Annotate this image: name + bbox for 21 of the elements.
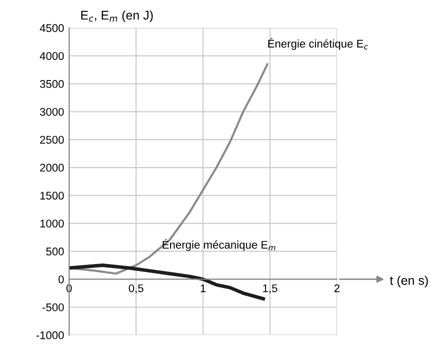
y-tick-label: 2000 bbox=[40, 164, 64, 172]
x-tick-label: 1 bbox=[200, 284, 206, 292]
y-tick-label: 2500 bbox=[40, 136, 64, 144]
y-tick-label: 3500 bbox=[40, 80, 64, 88]
y-tick-label: 500 bbox=[46, 248, 64, 256]
y-tick-label: 4500 bbox=[40, 24, 64, 32]
annotation: Énergie cinétique E$_{c}$ bbox=[268, 38, 368, 50]
y-axis-title: E$_{c}$, E$_{m}$ (en J) bbox=[81, 10, 153, 22]
x-tick-label: 0,5 bbox=[128, 284, 144, 294]
x-axis-title: t (en s) bbox=[390, 276, 428, 288]
y-tick-label: -500 bbox=[42, 303, 64, 312]
y-tick-label: 1500 bbox=[40, 192, 64, 200]
annotation: Énergie mécanique E$_{m}$ bbox=[162, 238, 276, 251]
y-tick-label: 0 bbox=[58, 275, 64, 284]
y-tick-label: -1000 bbox=[36, 331, 64, 340]
x-tick-label: 2 bbox=[334, 284, 340, 292]
y-tick-label: 4000 bbox=[40, 52, 64, 60]
y-tick-label: 1000 bbox=[40, 220, 64, 228]
x-tick-label: 1,5 bbox=[263, 284, 278, 294]
y-tick-label: 3000 bbox=[40, 108, 64, 116]
x-tick-label: 0 bbox=[66, 284, 72, 292]
